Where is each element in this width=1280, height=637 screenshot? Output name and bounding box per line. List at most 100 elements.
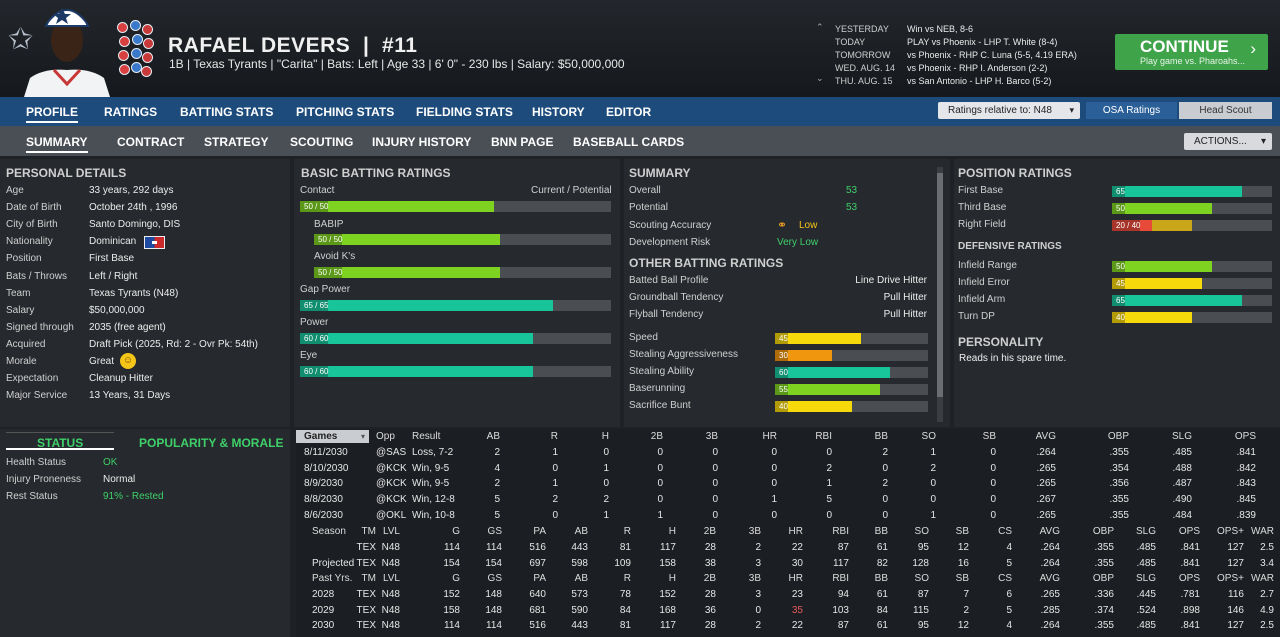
scrollbar[interactable]	[937, 167, 943, 422]
cell: .336	[1094, 589, 1114, 600]
tab-popularity-morale[interactable]: POPULARITY & MORALE	[139, 436, 284, 450]
tab-profile[interactable]: PROFILE	[26, 105, 79, 123]
tab-fielding-stats[interactable]: FIELDING STATS	[416, 105, 513, 119]
cell: 1	[657, 509, 663, 521]
cell: TEX	[356, 589, 376, 600]
continue-button[interactable]: CONTINUE Play game vs. Pharoahs... ›	[1115, 34, 1268, 70]
defense-label-turn-dp: Turn DP	[958, 311, 995, 322]
cell: .841	[1180, 620, 1200, 632]
subtab-scouting[interactable]: SCOUTING	[290, 135, 354, 149]
cell: 0	[657, 494, 663, 506]
cell: GS	[487, 573, 502, 584]
cell: 61	[876, 589, 888, 600]
cell: OPS	[1178, 573, 1200, 584]
rating-value: 50	[1112, 261, 1125, 272]
column-header: OPS	[1234, 431, 1256, 442]
cell: 0	[826, 509, 832, 521]
stats-table: Games ▾ Opp Result AB R H 2B 3B HR RBI BB SO SB AVG OBP…	[296, 429, 1280, 637]
schedule-row: WED. AUG. 14 vs Phoenix - RHP I. Anderson…	[835, 62, 1047, 75]
cell: .842	[1236, 462, 1256, 474]
osa-ratings-toggle[interactable]: OSA Ratings	[1086, 102, 1177, 119]
subtab-bnn-page[interactable]: BNN PAGE	[491, 135, 554, 149]
current-fill	[1112, 261, 1212, 272]
cell: .267	[1036, 494, 1056, 506]
cell: .265	[1036, 478, 1056, 490]
cell: 158	[659, 557, 676, 569]
cell: G	[452, 526, 460, 537]
rating-value: 60 / 60	[300, 366, 329, 377]
cell: .841	[1180, 557, 1200, 569]
current-fill	[775, 401, 852, 412]
award-badge	[132, 34, 143, 45]
tab-editor[interactable]: EDITOR	[606, 105, 652, 119]
cell: 127	[1227, 620, 1244, 632]
other-batting-title: OTHER BATTING RATINGS	[629, 256, 784, 270]
cell: 148	[485, 589, 502, 600]
cell: 3B	[748, 573, 761, 584]
cell: 38	[704, 557, 716, 569]
rating-bar: 65 / 65	[300, 300, 611, 311]
detail-value: Draft Pick (2025, Rd: 2 - Ovr Pk: 54th)	[89, 338, 258, 350]
tab-history[interactable]: HISTORY	[532, 105, 585, 119]
tab-pitching-stats[interactable]: PITCHING STATS	[296, 105, 395, 119]
rating-bar: 30	[775, 350, 928, 361]
cell: TEX	[356, 620, 376, 632]
ratings-relative-select[interactable]: Ratings relative to: N48 ▾	[938, 102, 1080, 119]
batting-label-babip: BABIP	[314, 219, 344, 230]
batting-ratings-panel: BASIC BATTING RATINGS Current / Potentia…	[294, 159, 620, 427]
detail-label: Major Service	[6, 390, 68, 402]
cell: 2	[494, 447, 500, 458]
cell: @KCK	[376, 462, 407, 474]
cell: SLG	[1135, 573, 1156, 584]
cell: 681	[529, 604, 546, 616]
cell: 114	[486, 542, 502, 553]
tab-ratings[interactable]: RATINGS	[104, 105, 158, 119]
games-select[interactable]: Games ▾	[296, 430, 369, 443]
subtab-summary[interactable]: SUMMARY	[26, 135, 88, 153]
rating-value: 60	[775, 367, 788, 378]
chevron-up-icon[interactable]: ⌃	[816, 22, 824, 32]
head-scout-toggle[interactable]: Head Scout	[1179, 102, 1272, 119]
cell: 0	[657, 462, 663, 474]
cell: .355	[1094, 557, 1114, 569]
development-risk-label: Development Risk	[629, 237, 711, 248]
current-fill	[1112, 278, 1202, 289]
cell: OPS	[1178, 526, 1200, 537]
subtab-baseball-cards[interactable]: BASEBALL CARDS	[573, 135, 685, 149]
status-value: 91% - Rested	[103, 491, 164, 502]
current-fill	[1112, 295, 1242, 306]
batting-ratings-title: BASIC BATTING RATINGS	[301, 166, 451, 180]
rating-value: 65 / 65	[300, 300, 329, 311]
current-potential-label: Current / Potential	[531, 185, 612, 196]
rating-bar: 65	[1112, 295, 1272, 306]
cell: WAR	[1251, 573, 1274, 584]
cell: CS	[998, 526, 1012, 537]
position-label-first-base: First Base	[958, 185, 1004, 196]
cell: @KCK	[376, 478, 407, 490]
tab-status[interactable]: STATUS	[37, 436, 84, 450]
cell: 3.4	[1260, 557, 1274, 569]
detail-value: Texas Tyrants (N48)	[89, 287, 179, 299]
other-label: Flyball Tendency	[629, 309, 704, 320]
subtab-injury-history[interactable]: INJURY HISTORY	[372, 135, 472, 149]
cell: 0	[771, 462, 777, 474]
cell: 114	[444, 542, 460, 553]
cell: 443	[571, 620, 588, 632]
cell: AB	[574, 526, 588, 537]
chevron-down-icon[interactable]: ⌄	[816, 73, 824, 83]
actions-dropdown[interactable]: ACTIONS... ▾	[1184, 133, 1272, 150]
tab-batting-stats[interactable]: BATTING STATS	[180, 105, 274, 119]
cell: 148	[485, 604, 502, 616]
cell: LVL	[382, 573, 400, 584]
award-badge	[130, 20, 141, 31]
subtab-contract[interactable]: CONTRACT	[117, 135, 185, 149]
detail-label: Team	[6, 287, 31, 299]
subtab-strategy[interactable]: STRATEGY	[204, 135, 269, 149]
cell: CS	[998, 573, 1012, 584]
cell: 8/6/2030	[304, 509, 343, 521]
cell: GS	[487, 526, 502, 537]
cell: .843	[1236, 478, 1256, 490]
detail-value: Santo Domingo, DIS	[89, 219, 181, 231]
cell: TM	[361, 573, 376, 584]
batting-label-avoid-k-s: Avoid K's	[314, 251, 356, 262]
